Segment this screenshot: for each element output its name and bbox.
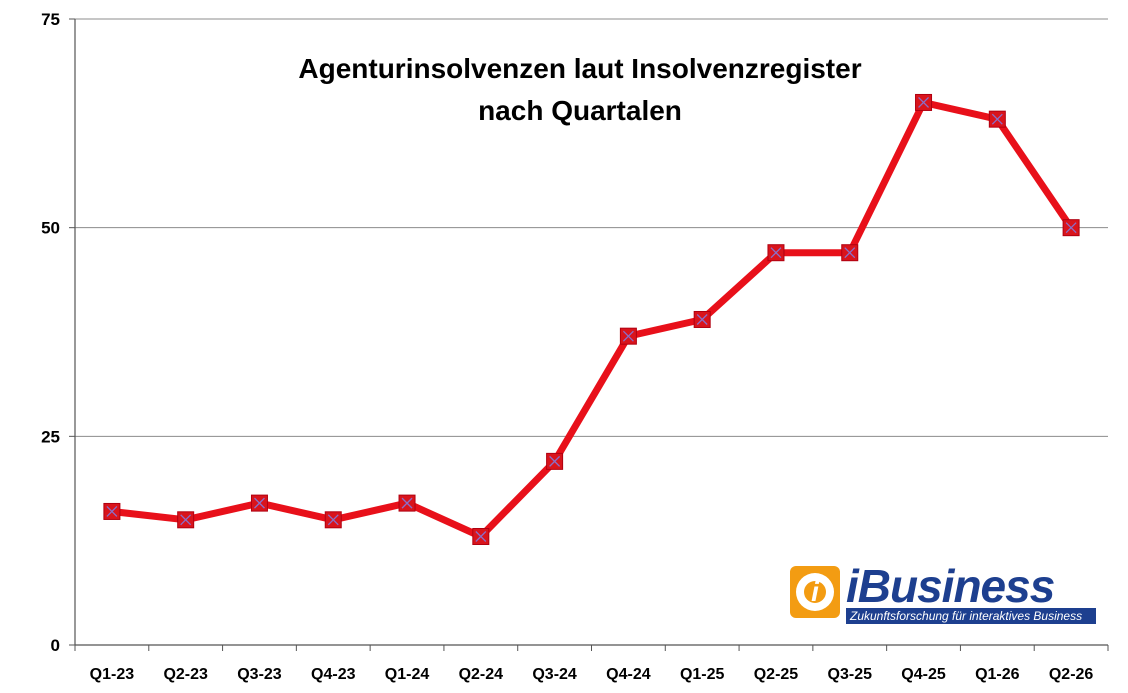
x-tick-label: Q1-26 <box>975 666 1020 683</box>
x-tick-label: Q4-25 <box>901 666 946 683</box>
x-tick-label: Q2-25 <box>754 666 799 683</box>
y-tick-label: 25 <box>41 427 60 446</box>
chart-title-block: Agenturinsolvenzen laut Insolvenzregiste… <box>120 48 1040 132</box>
logo-tagline: Zukunftsforschung für interaktives Busin… <box>846 608 1096 624</box>
data-point <box>250 494 268 512</box>
x-tick-label: Q1-23 <box>90 666 135 683</box>
chart-title: Agenturinsolvenzen laut Insolvenzregiste… <box>298 53 862 84</box>
y-axis-ticks: 0 25 50 75 <box>41 10 75 655</box>
data-point <box>619 327 637 345</box>
ibusiness-logo: i iBusiness Zukunftsforschung für intera… <box>790 560 1100 628</box>
data-point <box>546 452 564 470</box>
y-tick-label: 75 <box>41 10 60 29</box>
data-point <box>767 244 785 262</box>
y-tick-label: 50 <box>41 219 60 238</box>
data-point <box>177 511 195 529</box>
data-point <box>1062 219 1080 237</box>
at-sign-logo-icon: i <box>790 566 840 618</box>
chart-subtitle: nach Quartalen <box>478 95 682 126</box>
x-tick-label: Q3-24 <box>532 666 577 683</box>
data-point <box>693 310 711 328</box>
data-point <box>103 502 121 520</box>
series-markers <box>103 93 1080 545</box>
data-point <box>915 93 933 111</box>
data-line <box>108 99 1075 540</box>
data-point <box>988 110 1006 128</box>
x-tick-label: Q4-23 <box>311 666 356 683</box>
data-point <box>324 511 342 529</box>
data-point <box>472 527 490 545</box>
y-tick-label: 0 <box>51 636 60 655</box>
x-tick-label: Q1-25 <box>680 666 725 683</box>
gridlines <box>75 18 1108 437</box>
x-tick-label: Q4-24 <box>606 666 651 683</box>
x-tick-label: Q3-23 <box>237 666 282 683</box>
x-tick-label: Q2-23 <box>163 666 208 683</box>
x-tick-label: Q2-26 <box>1049 666 1094 683</box>
x-axis-ticks: Q1-23 Q2-23 Q3-23 Q4-23 Q1-24 Q2-24 Q3-24 Q4-24… <box>74 645 1109 683</box>
x-tick-label: Q1-24 <box>385 666 430 683</box>
logo-name: iBusiness <box>846 560 1055 612</box>
data-point <box>841 244 859 262</box>
x-tick-label: Q3-25 <box>828 666 873 683</box>
x-tick-label: Q2-24 <box>459 666 504 683</box>
series-line <box>108 99 1075 540</box>
data-point <box>398 494 416 512</box>
